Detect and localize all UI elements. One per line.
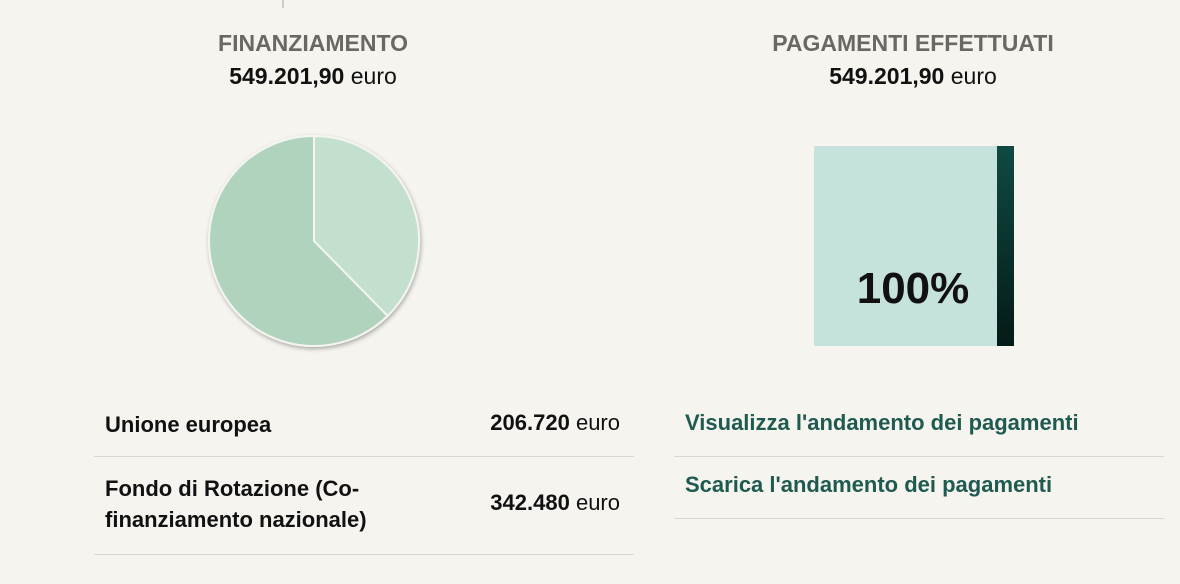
link-divider — [674, 518, 1164, 519]
funding-title: FINANZIAMENTO — [218, 30, 408, 56]
pie — [208, 134, 420, 347]
link[interactable]: Visualizza l'andamento dei pagamenti — [685, 410, 1079, 435]
amount: 549.201,90 — [829, 63, 945, 89]
row-value: 342.480 euro — [420, 490, 620, 516]
pie-slice — [313, 134, 420, 318]
amount: 549.201,90 — [229, 63, 345, 89]
unit: euro — [950, 63, 997, 89]
progress-box — [814, 146, 1014, 346]
funding-amount: 549.201,90 euro — [93, 63, 533, 90]
row-divider — [94, 456, 634, 457]
percent-label: 100% — [857, 264, 970, 313]
link[interactable]: Scarica l'andamento dei pagamenti — [685, 472, 1053, 497]
value: 206.720 — [490, 410, 570, 435]
link-divider — [674, 456, 1164, 457]
unit: euro — [350, 63, 397, 89]
divider — [282, 0, 284, 8]
row-label: Unione europea — [105, 412, 272, 437]
payments-title: PAGAMENTI EFFETTUATI — [772, 30, 1054, 56]
row-divider — [94, 554, 634, 555]
unit: euro — [575, 410, 620, 435]
value: 342.480 — [490, 490, 570, 515]
row-label: Fondo di Rotazione (Co-finanziamento naz… — [105, 476, 367, 532]
pie-slice — [208, 134, 390, 347]
row-value: 206.720 euro — [420, 410, 620, 436]
progress-bar — [997, 146, 1014, 346]
unit: euro — [575, 490, 620, 515]
payments-amount: 549.201,90 euro — [693, 63, 1133, 90]
